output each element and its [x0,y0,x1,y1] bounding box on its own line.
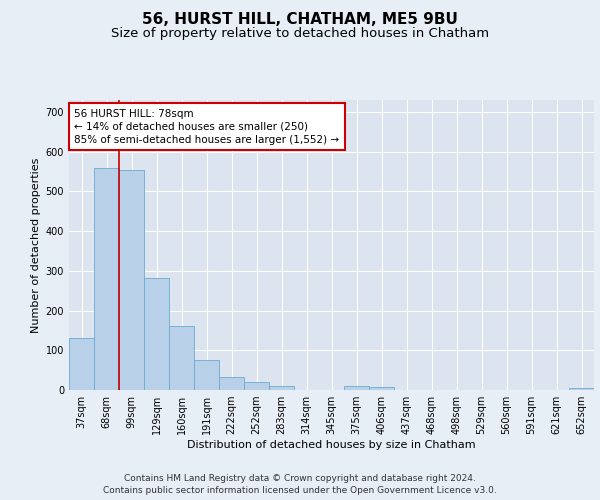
Bar [69,338,94,390]
Bar [144,278,169,390]
Bar [569,388,594,390]
Bar [244,382,269,390]
Bar [94,168,119,390]
X-axis label: Distribution of detached houses by size in Chatham: Distribution of detached houses by size … [187,440,476,450]
Bar [194,360,219,390]
Text: 56, HURST HILL, CHATHAM, ME5 9BU: 56, HURST HILL, CHATHAM, ME5 9BU [142,12,458,28]
Bar [269,386,294,390]
Text: Size of property relative to detached houses in Chatham: Size of property relative to detached ho… [111,28,489,40]
Bar [119,170,144,390]
Bar [344,386,369,390]
Y-axis label: Number of detached properties: Number of detached properties [31,158,41,332]
Text: Contains HM Land Registry data © Crown copyright and database right 2024.
Contai: Contains HM Land Registry data © Crown c… [103,474,497,495]
Bar [169,326,194,390]
Text: 56 HURST HILL: 78sqm
← 14% of detached houses are smaller (250)
85% of semi-deta: 56 HURST HILL: 78sqm ← 14% of detached h… [74,108,340,145]
Bar [369,387,394,390]
Bar [219,378,244,390]
